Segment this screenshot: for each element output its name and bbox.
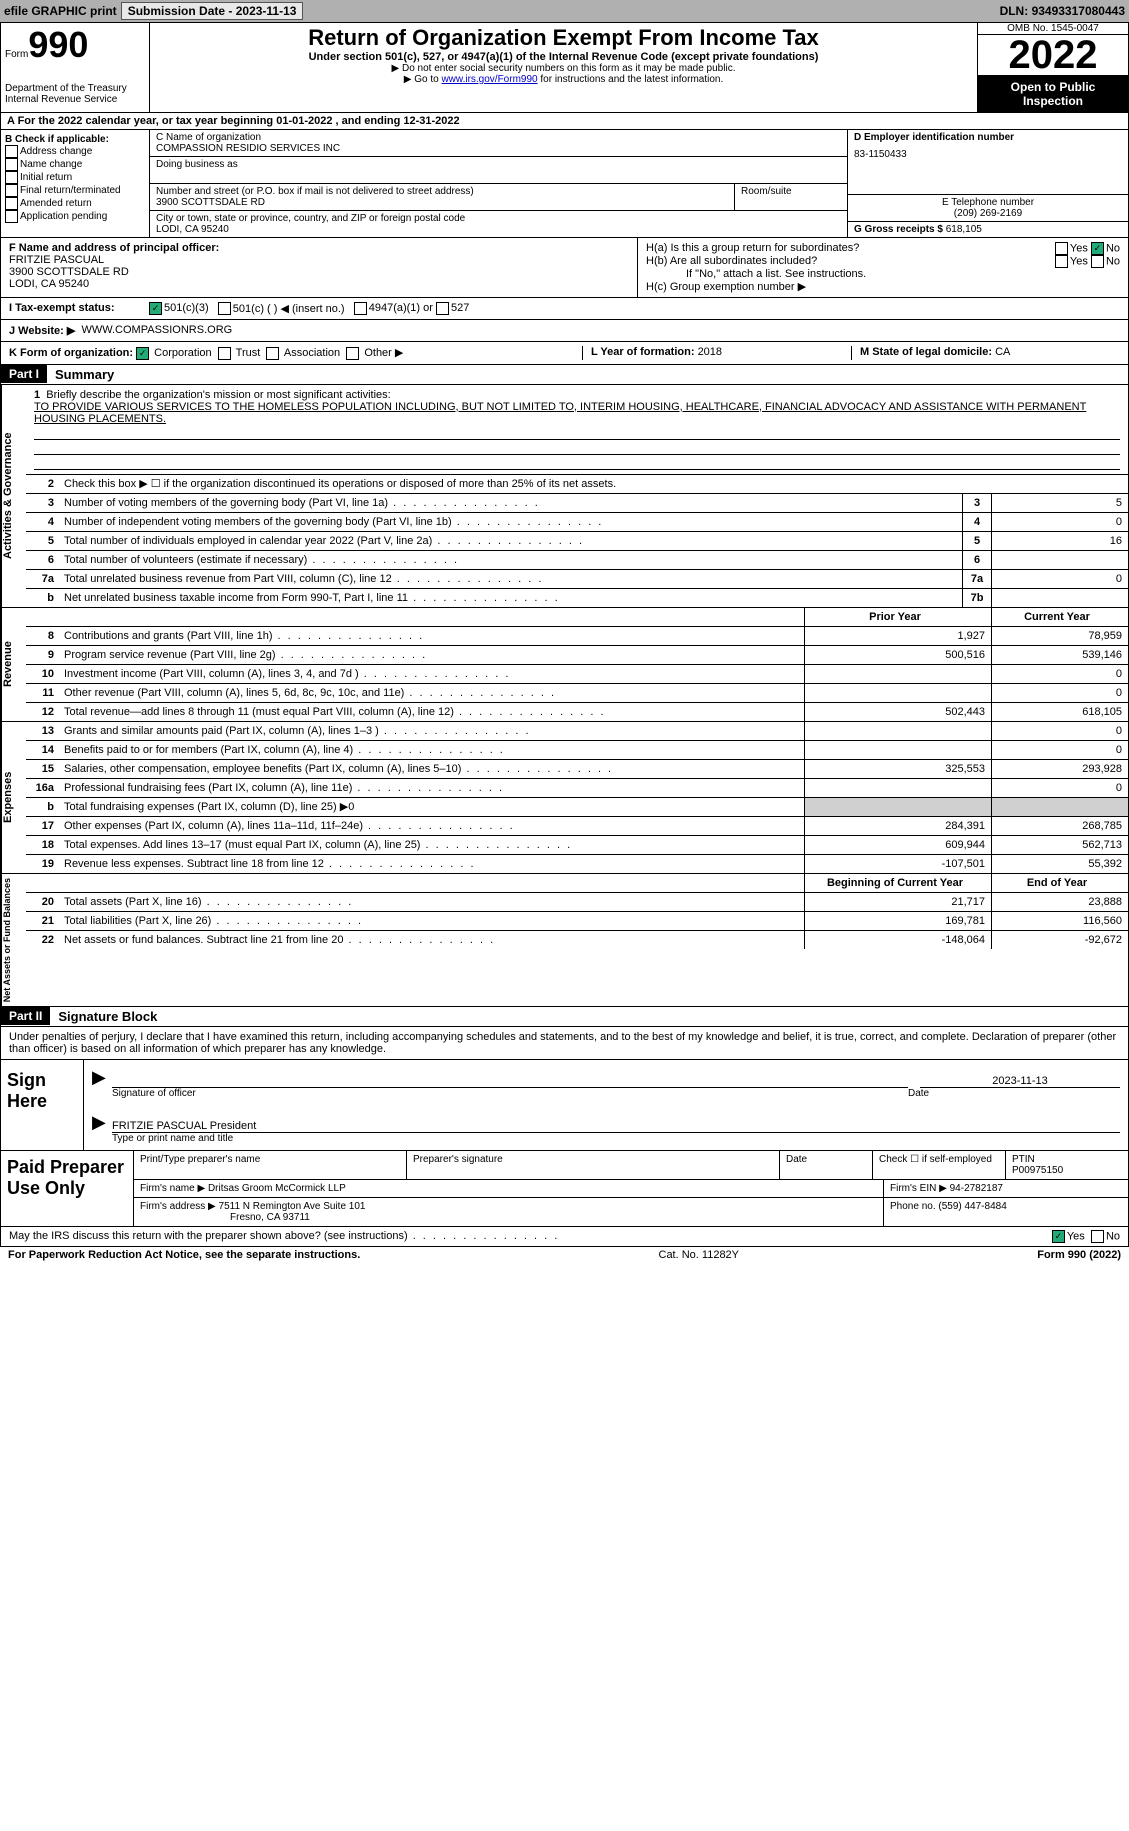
entity-info: B Check if applicable: Address change Na…	[0, 130, 1129, 238]
arrow-icon: ▶	[92, 1112, 112, 1133]
status-501c-checkbox[interactable]	[218, 302, 231, 315]
part2-header: Part II Signature Block	[0, 1007, 1129, 1027]
summary-row: 21Total liabilities (Part X, line 26)169…	[26, 912, 1128, 931]
ptin: P00975150	[1012, 1165, 1122, 1176]
irs-link[interactable]: www.irs.gov/Form990	[441, 74, 537, 85]
net-assets-section: Net Assets or Fund Balances Beginning of…	[0, 874, 1129, 1007]
expenses-section: Expenses 13Grants and similar amounts pa…	[0, 722, 1129, 874]
penalty-text: Under penalties of perjury, I declare th…	[0, 1027, 1129, 1060]
discuss-row: May the IRS discuss this return with the…	[0, 1227, 1129, 1247]
corp-checkbox[interactable]: ✓	[136, 347, 149, 360]
ein: 83-1150433	[854, 143, 1122, 166]
org-name: COMPASSION RESIDIO SERVICES INC	[156, 143, 841, 154]
tax-year-line: A For the 2022 calendar year, or tax yea…	[0, 113, 1129, 130]
status-4947-checkbox[interactable]	[354, 302, 367, 315]
summary-row: 5Total number of individuals employed in…	[26, 532, 1128, 551]
sign-here-block: Sign Here ▶ 2023-11-13 Signature of offi…	[0, 1060, 1129, 1151]
form-header: Form990 Department of the Treasury Inter…	[0, 22, 1129, 113]
ha-yes-checkbox[interactable]	[1055, 242, 1068, 255]
gross-receipts: 618,105	[946, 224, 982, 235]
summary-row: 14Benefits paid to or for members (Part …	[26, 741, 1128, 760]
part1-header: Part I Summary	[0, 365, 1129, 385]
activities-governance: Activities & Governance 1 Briefly descri…	[0, 385, 1129, 608]
summary-row: 6Total number of volunteers (estimate if…	[26, 551, 1128, 570]
summary-row: 12Total revenue—add lines 8 through 11 (…	[26, 703, 1128, 721]
sign-date: 2023-11-13	[920, 1075, 1120, 1088]
initial-return-checkbox[interactable]	[5, 171, 18, 184]
year-box: OMB No. 1545-0047 2022 Open to Public In…	[977, 23, 1128, 112]
firm-name: Dritsas Groom McCormick LLP	[208, 1183, 346, 1194]
summary-row: 11Other revenue (Part VIII, column (A), …	[26, 684, 1128, 703]
officer-name-line: FRITZIE PASCUAL President	[112, 1120, 1120, 1133]
hb-yes-checkbox[interactable]	[1055, 255, 1068, 268]
summary-row: bNet unrelated business taxable income f…	[26, 589, 1128, 607]
summary-row: 17Other expenses (Part IX, column (A), l…	[26, 817, 1128, 836]
dln: DLN: 93493317080443	[1000, 4, 1125, 18]
website-value: WWW.COMPASSIONRS.ORG	[81, 324, 232, 337]
summary-row: 4Number of independent voting members of…	[26, 513, 1128, 532]
summary-row: 19Revenue less expenses. Subtract line 1…	[26, 855, 1128, 873]
summary-row: 2Check this box ▶ ☐ if the organization …	[26, 475, 1128, 494]
summary-row: 3Number of voting members of the governi…	[26, 494, 1128, 513]
application-pending-checkbox[interactable]	[5, 210, 18, 223]
summary-row: bTotal fundraising expenses (Part IX, co…	[26, 798, 1128, 817]
assoc-checkbox[interactable]	[266, 347, 279, 360]
summary-row: 13Grants and similar amounts paid (Part …	[26, 722, 1128, 741]
summary-row: 7aTotal unrelated business revenue from …	[26, 570, 1128, 589]
firm-address: 7511 N Remington Ave Suite 101	[219, 1201, 366, 1212]
summary-row: 10Investment income (Part VIII, column (…	[26, 665, 1128, 684]
arrow-icon: ▶	[92, 1067, 112, 1088]
address-change-checkbox[interactable]	[5, 145, 18, 158]
summary-row: 22Net assets or fund balances. Subtract …	[26, 931, 1128, 949]
title-box: Return of Organization Exempt From Incom…	[150, 23, 977, 112]
street-address: 3900 SCOTTSDALE RD	[156, 197, 728, 208]
trust-checkbox[interactable]	[218, 347, 231, 360]
ha-no-checkbox[interactable]: ✓	[1091, 242, 1104, 255]
mission-text: TO PROVIDE VARIOUS SERVICES TO THE HOMEL…	[34, 401, 1120, 425]
other-checkbox[interactable]	[346, 347, 359, 360]
hb-no-checkbox[interactable]	[1091, 255, 1104, 268]
phone: (209) 269-2169	[854, 208, 1122, 219]
discuss-no-checkbox[interactable]	[1091, 1230, 1104, 1243]
status-501c3-checkbox[interactable]: ✓	[149, 302, 162, 315]
form-title: Return of Organization Exempt From Incom…	[156, 25, 971, 51]
firm-phone: (559) 447-8484	[938, 1201, 1006, 1212]
name-address-block: C Name of organization COMPASSION RESIDI…	[149, 130, 847, 237]
submission-date-button[interactable]: Submission Date - 2023-11-13	[121, 2, 304, 20]
summary-row: 15Salaries, other compensation, employee…	[26, 760, 1128, 779]
page-footer: For Paperwork Reduction Act Notice, see …	[0, 1247, 1129, 1263]
summary-row: 20Total assets (Part X, line 16)21,71723…	[26, 893, 1128, 912]
firm-ein: 94-2782187	[950, 1183, 1003, 1194]
summary-row: 16aProfessional fundraising fees (Part I…	[26, 779, 1128, 798]
top-bar: efile GRAPHIC print Submission Date - 20…	[0, 0, 1129, 22]
city-state-zip: LODI, CA 95240	[156, 224, 841, 235]
tax-status-row: I Tax-exempt status: ✓ 501(c)(3) 501(c) …	[0, 298, 1129, 320]
discuss-yes-checkbox[interactable]: ✓	[1052, 1230, 1065, 1243]
status-527-checkbox[interactable]	[436, 302, 449, 315]
name-change-checkbox[interactable]	[5, 158, 18, 171]
website-row: J Website: ▶ WWW.COMPASSIONRS.ORG	[0, 320, 1129, 342]
check-applicable: B Check if applicable: Address change Na…	[1, 130, 149, 237]
final-return-checkbox[interactable]	[5, 184, 18, 197]
revenue-section: Revenue Prior Year Current Year 8Contrib…	[0, 608, 1129, 722]
summary-row: 8Contributions and grants (Part VIII, li…	[26, 627, 1128, 646]
efile-label: efile GRAPHIC print	[4, 4, 117, 18]
summary-row: 9Program service revenue (Part VIII, lin…	[26, 646, 1128, 665]
paid-preparer-block: Paid Preparer Use Only Print/Type prepar…	[0, 1151, 1129, 1227]
summary-row: 18Total expenses. Add lines 13–17 (must …	[26, 836, 1128, 855]
officer-name: FRITZIE PASCUAL	[9, 254, 629, 266]
amended-return-checkbox[interactable]	[5, 197, 18, 210]
org-form-row: K Form of organization: ✓ Corporation Tr…	[0, 342, 1129, 365]
ein-phone-block: D Employer identification number 83-1150…	[847, 130, 1128, 237]
officer-row: F Name and address of principal officer:…	[0, 238, 1129, 298]
form-number-box: Form990 Department of the Treasury Inter…	[1, 23, 150, 112]
